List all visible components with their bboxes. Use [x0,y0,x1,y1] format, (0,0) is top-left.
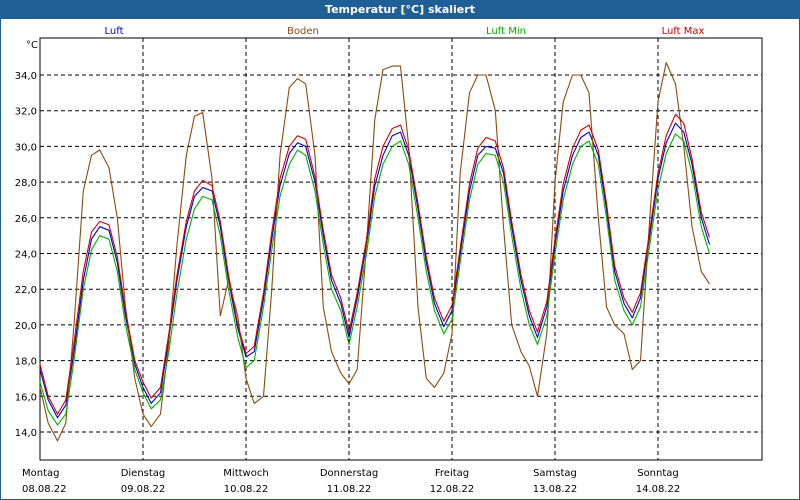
y-axis-ticks: 14,0 16,0 18,0 20,0 22,0 24,0 26,0 28,0 30,0 32,0… [15,71,37,439]
x-tick-day: Mittwoch [223,468,268,479]
x-tick-date: 10.08.22 [224,484,269,495]
series-line-luft-max [39,113,711,415]
y-tick-label: 20,0 [15,321,37,332]
y-tick-label: 26,0 [15,214,37,225]
x-axis-ticks: Montag 08.08.22 Dienstag 09.08.22 Mittwoch 10… [22,468,680,495]
y-tick-label: 16,0 [15,392,37,403]
y-tick-label: 24,0 [15,250,37,261]
series-line-boden [39,61,710,442]
legend-luft-min: Luft Min [486,26,526,37]
x-tick-date: 12.08.22 [430,484,475,495]
chart-legend: Luft Boden Luft Min Luft Max [105,26,705,37]
x-tick-day: Sonntag [637,468,679,479]
y-tick-label: 22,0 [15,285,37,296]
x-tick-date: 14.08.22 [636,484,681,495]
x-tick-day: Donnerstag [320,468,378,479]
x-tick-day: Montag [22,468,59,479]
x-tick-day: Dienstag [121,468,166,479]
y-tick-label: 18,0 [15,357,37,368]
x-tick-date: 08.08.22 [22,484,67,495]
y-tick-label: 30,0 [15,142,37,153]
chart-grid [39,37,763,461]
series-line-luft [39,122,711,419]
y-axis-label: °C [26,40,38,51]
x-tick-day: Freitag [435,468,469,479]
legend-luft-max: Luft Max [662,26,705,37]
x-tick-day: Samstag [533,468,577,479]
window-title: Temperatur [°C] skaliert [1,1,799,19]
y-tick-label: 14,0 [15,428,37,439]
x-tick-date: 09.08.22 [121,484,166,495]
series-line-luft-min [39,133,711,426]
chart-lines [39,61,711,442]
y-tick-label: 28,0 [15,178,37,189]
x-tick-date: 11.08.22 [327,484,372,495]
plot-border [39,37,763,461]
y-tick-label: 32,0 [15,107,37,118]
legend-luft: Luft [105,26,124,37]
x-tick-date: 13.08.22 [533,484,578,495]
legend-boden: Boden [287,26,319,37]
y-tick-label: 34,0 [15,71,37,82]
